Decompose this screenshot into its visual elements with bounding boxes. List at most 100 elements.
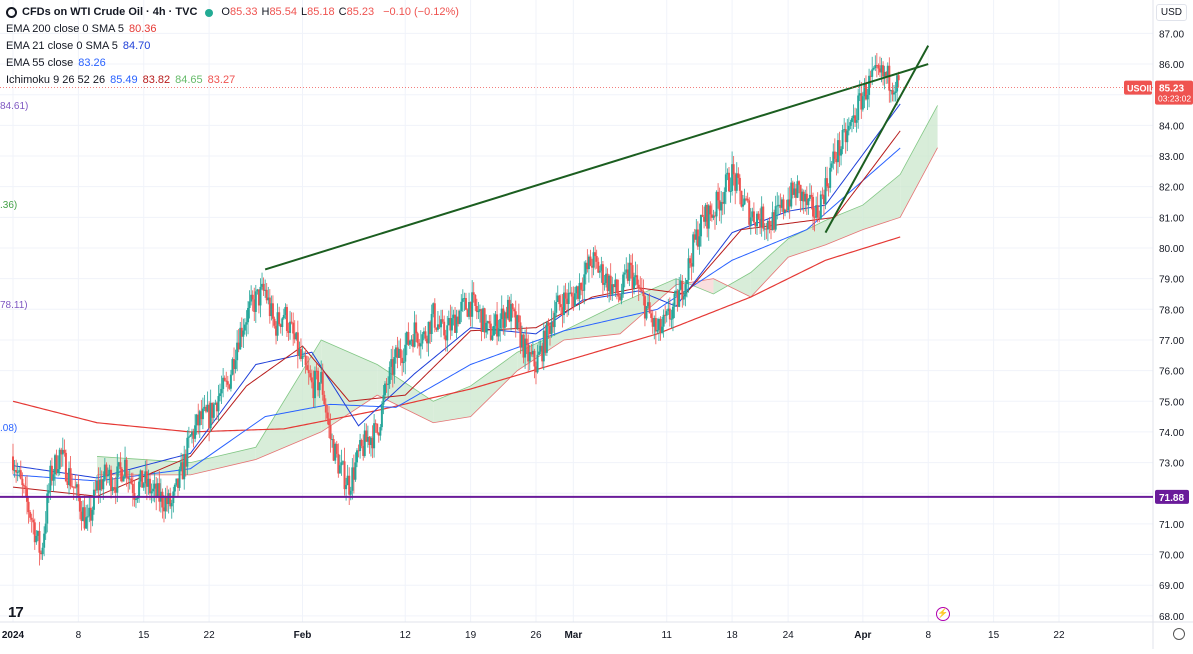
candle-body [44,523,47,534]
candle-body [348,475,351,495]
candle-body [821,194,824,196]
candle-body [812,196,815,217]
candle-body [525,338,528,344]
candle-body [440,319,443,328]
x-tick-label: 8 [925,630,931,641]
candle-body [265,289,268,301]
candle-body [49,465,52,491]
candle-body [108,469,111,476]
candle-body [756,213,759,227]
candle-body [167,493,170,505]
indicator-value: 80.36 [129,23,157,35]
candle-body [654,318,657,332]
candle-body [548,325,551,335]
symbol-title[interactable]: CFDs on WTI Crude Oil · 4h · TVC [22,6,198,18]
candle-body [877,65,880,69]
trendline-upper[interactable] [264,63,929,271]
candle-body [114,487,117,493]
candle-body [838,140,841,156]
x-tick-label: Apr [854,630,871,641]
candle-body [510,303,513,322]
candle-body [670,318,673,320]
candle-body [896,75,899,92]
candle-body [491,335,494,340]
candle-body [478,309,481,311]
trendline-steep[interactable] [824,45,930,234]
currency-selector[interactable]: USD [1155,4,1187,21]
candle-body [450,318,453,331]
candle-body [178,468,181,488]
candle-body [471,292,474,317]
candle-body [91,509,94,521]
candle-body [556,295,559,302]
candle-body [290,321,293,323]
candle-body [600,264,603,271]
candle-body [435,327,438,330]
last-price-badge [1155,80,1193,105]
candle-body [250,294,253,302]
candle-body [161,491,164,508]
candle-body [379,427,382,436]
candle-body [679,280,682,290]
candle-body [897,75,900,81]
ichimoku-cloud-segment [713,272,751,298]
indicator-row[interactable]: EMA 55 close 83.26 [6,55,459,72]
candle-body [721,202,724,204]
candle-body [534,366,537,373]
symbol-header[interactable]: CFDs on WTI Crude Oil · 4h · TVC O85.33 H… [6,4,459,21]
candle-body [637,284,640,289]
candle-body [625,269,628,273]
candle-body [158,483,161,502]
y-tick-label: 87.00 [1159,29,1184,40]
candle-body [639,288,642,290]
candle-body [788,199,791,207]
candle-body [874,65,877,69]
candle-body [572,296,575,307]
candle-body [802,191,805,202]
indicator-row[interactable]: Ichimoku 9 26 52 26 85.49 83.82 84.65 83.27 [6,72,459,89]
candle-body [97,480,100,491]
candle-body [251,294,254,300]
candle-body [111,487,114,491]
candle-body [303,355,306,357]
candle-body [754,222,757,227]
candle-body [699,214,702,237]
candle-body [110,469,113,491]
candle-body [603,283,606,285]
candle-body [653,318,656,327]
y-tick-label: 81.00 [1159,213,1184,224]
candle-body [875,65,878,67]
candle-body [429,321,432,334]
candle-body [502,308,505,328]
indicator-row[interactable]: EMA 21 close 0 SMA 5 84.70 [6,38,459,55]
candle-body [841,130,844,150]
candle-body [626,269,629,281]
x-tick-label: 2024 [2,630,25,641]
candle-body [139,470,142,482]
gear-icon[interactable] [1173,628,1185,640]
candle-body [40,552,43,555]
candle-body [854,115,857,123]
indicator-value: 83.26 [78,57,106,69]
candle-body [46,493,49,524]
candle-body [452,314,455,319]
candle-body [289,321,292,333]
ohlc-value: 85.18 [307,6,335,18]
candle-body [122,476,125,482]
candle-body [718,200,721,211]
candle-body [784,209,787,213]
event-marker-icon[interactable]: ⚡ [936,607,950,621]
candle-body [127,477,130,479]
tradingview-logo-icon[interactable]: 17 [8,604,24,621]
candle-body [271,303,274,319]
candle-body [369,437,372,445]
candle-body [391,359,394,375]
candle-body [234,360,237,370]
indicator-row[interactable]: EMA 200 close 0 SMA 5 80.36 [6,21,459,38]
candle-body [217,396,220,412]
candle-body [396,347,399,358]
candle-body [836,140,839,163]
candle-body [237,342,240,350]
